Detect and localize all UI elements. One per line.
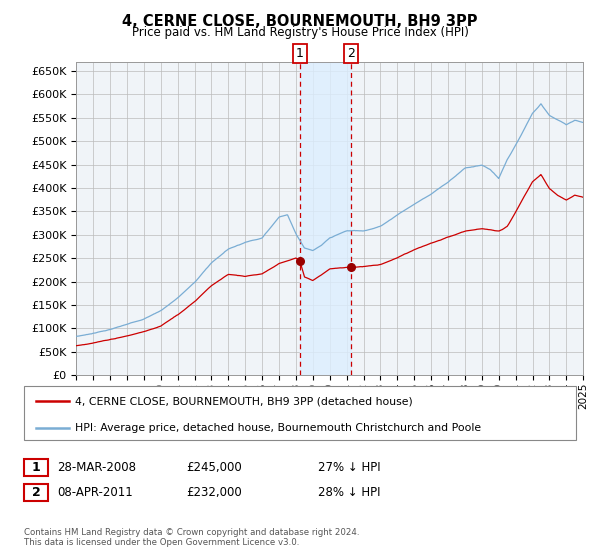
Text: 4, CERNE CLOSE, BOURNEMOUTH, BH9 3PP: 4, CERNE CLOSE, BOURNEMOUTH, BH9 3PP: [122, 14, 478, 29]
Text: £245,000: £245,000: [186, 461, 242, 474]
Bar: [300, 62, 351, 375]
Text: 27% ↓ HPI: 27% ↓ HPI: [318, 461, 380, 474]
Text: 2: 2: [347, 47, 355, 60]
Text: 4, CERNE CLOSE, BOURNEMOUTH, BH9 3PP (detached house): 4, CERNE CLOSE, BOURNEMOUTH, BH9 3PP (de…: [75, 396, 413, 407]
Text: Contains HM Land Registry data © Crown copyright and database right 2024.
This d: Contains HM Land Registry data © Crown c…: [24, 528, 359, 547]
Text: 08-APR-2011: 08-APR-2011: [57, 486, 133, 500]
Text: Price paid vs. HM Land Registry's House Price Index (HPI): Price paid vs. HM Land Registry's House …: [131, 26, 469, 39]
Text: 2: 2: [32, 486, 40, 500]
Text: 28-MAR-2008: 28-MAR-2008: [57, 461, 136, 474]
Text: 1: 1: [296, 47, 304, 60]
Text: 1: 1: [32, 461, 40, 474]
Text: £232,000: £232,000: [186, 486, 242, 500]
Text: 28% ↓ HPI: 28% ↓ HPI: [318, 486, 380, 500]
Text: HPI: Average price, detached house, Bournemouth Christchurch and Poole: HPI: Average price, detached house, Bour…: [75, 423, 481, 433]
